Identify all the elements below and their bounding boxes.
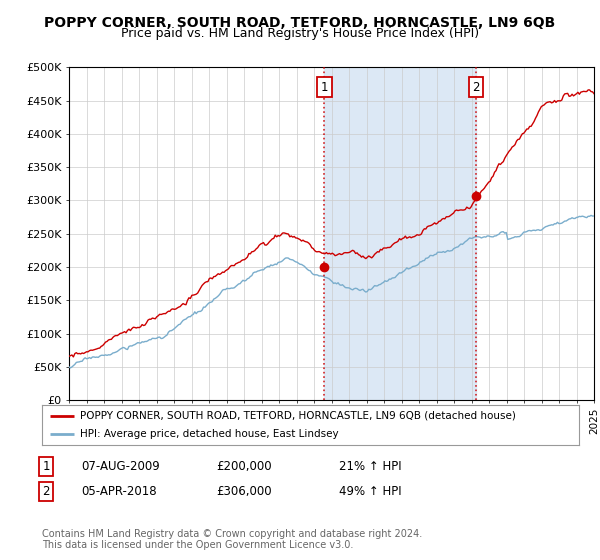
Text: POPPY CORNER, SOUTH ROAD, TETFORD, HORNCASTLE, LN9 6QB (detached house): POPPY CORNER, SOUTH ROAD, TETFORD, HORNC… (80, 411, 515, 421)
Text: POPPY CORNER, SOUTH ROAD, TETFORD, HORNCASTLE, LN9 6QB: POPPY CORNER, SOUTH ROAD, TETFORD, HORNC… (44, 16, 556, 30)
Text: 05-APR-2018: 05-APR-2018 (81, 485, 157, 498)
Text: 21% ↑ HPI: 21% ↑ HPI (339, 460, 401, 473)
Text: This data is licensed under the Open Government Licence v3.0.: This data is licensed under the Open Gov… (42, 540, 353, 550)
Text: 2: 2 (472, 81, 480, 94)
Text: 2: 2 (43, 485, 50, 498)
Text: £306,000: £306,000 (216, 485, 272, 498)
Text: £200,000: £200,000 (216, 460, 272, 473)
Bar (325, 67, 476, 400)
Text: 49% ↑ HPI: 49% ↑ HPI (339, 485, 401, 498)
Text: 1: 1 (43, 460, 50, 473)
Text: 07-AUG-2009: 07-AUG-2009 (81, 460, 160, 473)
Text: Price paid vs. HM Land Registry's House Price Index (HPI): Price paid vs. HM Land Registry's House … (121, 27, 479, 40)
Text: 1: 1 (320, 81, 328, 94)
Text: HPI: Average price, detached house, East Lindsey: HPI: Average price, detached house, East… (80, 430, 338, 439)
Text: Contains HM Land Registry data © Crown copyright and database right 2024.: Contains HM Land Registry data © Crown c… (42, 529, 422, 539)
